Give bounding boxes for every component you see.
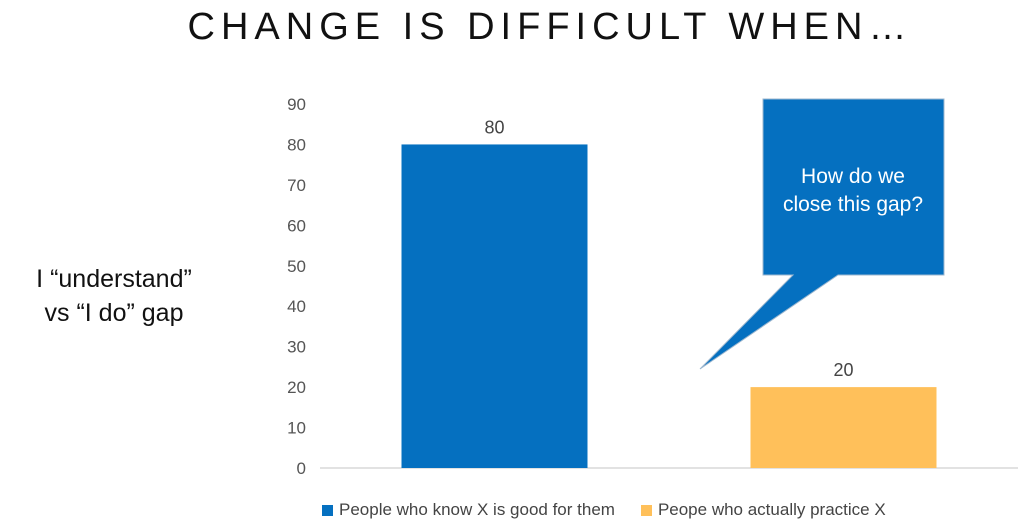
legend-label-series-2: Peope who actually practice X [657, 500, 886, 519]
legend-item-series-2: Peope who actually practice X [640, 500, 886, 520]
data-label-2: 20 [833, 360, 853, 380]
legend-item-series-1: People who know X is good for them [322, 500, 615, 520]
y-tick-label: 40 [287, 297, 306, 316]
y-tick-label: 30 [287, 338, 306, 357]
callout-bubble [699, 98, 945, 370]
legend-swatch-series-2 [640, 504, 652, 516]
y-tick-label: 10 [287, 419, 306, 438]
y-tick-label: 50 [287, 257, 306, 276]
gap-label-line-1: I “understand” [36, 265, 192, 293]
page-title: CHANGE IS DIFFICULT WHEN… [187, 6, 913, 48]
legend-label-series-1: People who know X is good for them [339, 500, 615, 519]
data-label-1: 80 [484, 117, 504, 137]
bar-1 [401, 144, 588, 468]
y-tick-label: 80 [287, 135, 306, 154]
chart-legend: People who know X is good for them Peope… [322, 500, 886, 520]
y-tick-label: 90 [287, 95, 306, 114]
y-tick-label: 70 [287, 176, 306, 195]
gap-label-line-2: vs “I do” gap [44, 299, 184, 327]
callout-text-line-2: close this gap? [783, 193, 923, 216]
y-tick-label: 0 [297, 459, 306, 478]
y-tick-label: 20 [287, 378, 306, 397]
callout-text-line-1: How do we [801, 165, 905, 188]
y-tick-label: 60 [287, 216, 306, 235]
bar-2 [750, 387, 937, 468]
legend-swatch-series-1 [322, 504, 333, 516]
gap-label: I “understand” vs “I do” gap [0, 262, 228, 330]
